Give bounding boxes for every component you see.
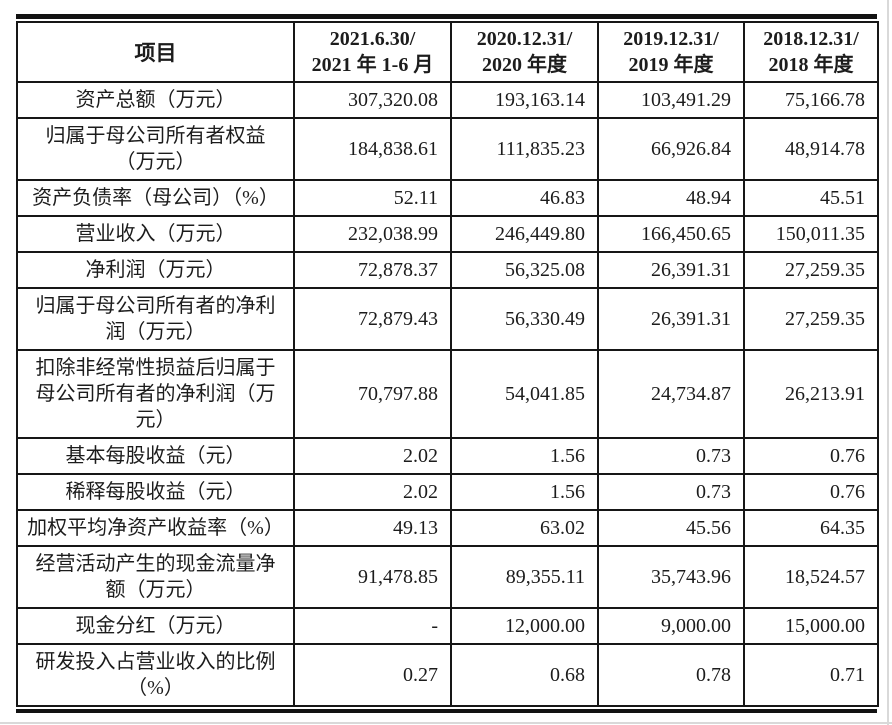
- column-header-period-0: 2021.6.30/ 2021 年 1-6 月: [293, 21, 452, 83]
- value-cell: 70,797.88: [293, 349, 452, 439]
- table-row: 归属于母公司所有者的净利 润（万元） 72,879.43 56,330.49 26,3…: [16, 287, 879, 351]
- value-cell: 12,000.00: [450, 607, 599, 645]
- table-body: 资产总额（万元） 307,320.08 193,163.14 103,491.29 75…: [16, 81, 879, 707]
- value-cell: 166,450.65: [597, 215, 745, 253]
- column-header-period-3: 2018.12.31/ 2018 年度: [743, 21, 879, 83]
- value-cell: 72,879.43: [293, 287, 452, 351]
- page-edge-right: [887, 0, 889, 725]
- value-cell: 1.56: [450, 473, 599, 511]
- value-cell: 0.78: [597, 643, 745, 707]
- value-cell: 26,391.31: [597, 251, 745, 289]
- value-cell: 111,835.23: [450, 117, 599, 181]
- value-cell: 26,213.91: [743, 349, 879, 439]
- table-row: 营业收入（万元） 232,038.99 246,449.80 166,450.65 15…: [16, 215, 879, 253]
- row-label: 基本每股收益（元）: [16, 437, 295, 475]
- value-cell: 27,259.35: [743, 287, 879, 351]
- row-label: 稀释每股收益（元）: [16, 473, 295, 511]
- table-row: 现金分红（万元） -12,000.00 9,000.00 15,000.00: [16, 607, 879, 645]
- table-row: 基本每股收益（元） 2.02 1.56 0.73 0.76: [16, 437, 879, 475]
- column-header-item: 项目: [16, 21, 295, 83]
- value-cell: 66,926.84: [597, 117, 745, 181]
- row-label: 研发投入占营业收入的比例 （%）: [16, 643, 295, 707]
- value-cell: 232,038.99: [293, 215, 452, 253]
- row-label: 资产负债率（母公司）（%）: [16, 179, 295, 217]
- value-cell: 27,259.35: [743, 251, 879, 289]
- row-label: 现金分红（万元）: [16, 607, 295, 645]
- value-cell: 0.27: [293, 643, 452, 707]
- value-cell: 0.76: [743, 473, 879, 511]
- table-row: 扣除非经常性损益后归属于 母公司所有者的净利润（万 元） 70,797.88 54,…: [16, 349, 879, 439]
- value-cell: 184,838.61: [293, 117, 452, 181]
- row-label: 加权平均净资产收益率（%）: [16, 509, 295, 547]
- value-cell: 75,166.78: [743, 81, 879, 119]
- value-cell: 0.73: [597, 473, 745, 511]
- row-label: 营业收入（万元）: [16, 215, 295, 253]
- financial-summary-table-wrap: 项目 2021.6.30/ 2021 年 1-6 月 2020.12.31/ 20…: [16, 14, 879, 713]
- value-cell: 35,743.96: [597, 545, 745, 609]
- value-cell: 103,491.29: [597, 81, 745, 119]
- column-header-period-1: 2020.12.31/ 2020 年度: [450, 21, 599, 83]
- value-cell: 0.76: [743, 437, 879, 475]
- row-label: 扣除非经常性损益后归属于 母公司所有者的净利润（万 元）: [16, 349, 295, 439]
- header-row: 项目 2021.6.30/ 2021 年 1-6 月 2020.12.31/ 20…: [16, 21, 879, 83]
- value-cell: 18,524.57: [743, 545, 879, 609]
- row-label: 资产总额（万元）: [16, 81, 295, 119]
- value-cell: 56,325.08: [450, 251, 599, 289]
- table-row: 资产总额（万元） 307,320.08 193,163.14 103,491.29 75…: [16, 81, 879, 119]
- value-cell: 49.13: [293, 509, 452, 547]
- value-cell: 0.73: [597, 437, 745, 475]
- value-cell: 26,391.31: [597, 287, 745, 351]
- value-cell: 48,914.78: [743, 117, 879, 181]
- value-cell: 45.51: [743, 179, 879, 217]
- value-cell: 1.56: [450, 437, 599, 475]
- value-cell: 64.35: [743, 509, 879, 547]
- value-cell: 2.02: [293, 473, 452, 511]
- value-cell: 0.71: [743, 643, 879, 707]
- value-cell: 246,449.80: [450, 215, 599, 253]
- row-label: 归属于母公司所有者的净利 润（万元）: [16, 287, 295, 351]
- value-cell: 15,000.00: [743, 607, 879, 645]
- value-cell: 193,163.14: [450, 81, 599, 119]
- value-cell: 56,330.49: [450, 287, 599, 351]
- table-bottom-rule: [16, 709, 877, 713]
- value-cell: 72,878.37: [293, 251, 452, 289]
- row-label: 净利润（万元）: [16, 251, 295, 289]
- value-cell: 0.68: [450, 643, 599, 707]
- page-edge-bottom: [0, 722, 892, 724]
- value-cell: -: [293, 607, 452, 645]
- table-row: 加权平均净资产收益率（%） 49.13 63.02 45.56 64.35: [16, 509, 879, 547]
- table-row: 稀释每股收益（元） 2.02 1.56 0.73 0.76: [16, 473, 879, 511]
- row-label: 归属于母公司所有者权益 （万元）: [16, 117, 295, 181]
- value-cell: 45.56: [597, 509, 745, 547]
- value-cell: 89,355.11: [450, 545, 599, 609]
- column-header-period-2: 2019.12.31/ 2019 年度: [597, 21, 745, 83]
- table-top-rule: [16, 14, 877, 19]
- value-cell: 9,000.00: [597, 607, 745, 645]
- value-cell: 63.02: [450, 509, 599, 547]
- value-cell: 91,478.85: [293, 545, 452, 609]
- value-cell: 52.11: [293, 179, 452, 217]
- table-row: 归属于母公司所有者权益 （万元） 184,838.61 111,835.23 66,9…: [16, 117, 879, 181]
- row-label: 经营活动产生的现金流量净 额（万元）: [16, 545, 295, 609]
- value-cell: 150,011.35: [743, 215, 879, 253]
- value-cell: 24,734.87: [597, 349, 745, 439]
- table-row: 资产负债率（母公司）（%） 52.11 46.83 48.94 45.51: [16, 179, 879, 217]
- table-row: 研发投入占营业收入的比例 （%） 0.27 0.68 0.78 0.71: [16, 643, 879, 707]
- value-cell: 46.83: [450, 179, 599, 217]
- table-row: 经营活动产生的现金流量净 额（万元） 91,478.85 89,355.11 35,7…: [16, 545, 879, 609]
- value-cell: 54,041.85: [450, 349, 599, 439]
- financial-summary-table: 项目 2021.6.30/ 2021 年 1-6 月 2020.12.31/ 20…: [16, 21, 879, 707]
- value-cell: 2.02: [293, 437, 452, 475]
- table-row: 净利润（万元） 72,878.37 56,325.08 26,391.31 27,259…: [16, 251, 879, 289]
- value-cell: 307,320.08: [293, 81, 452, 119]
- value-cell: 48.94: [597, 179, 745, 217]
